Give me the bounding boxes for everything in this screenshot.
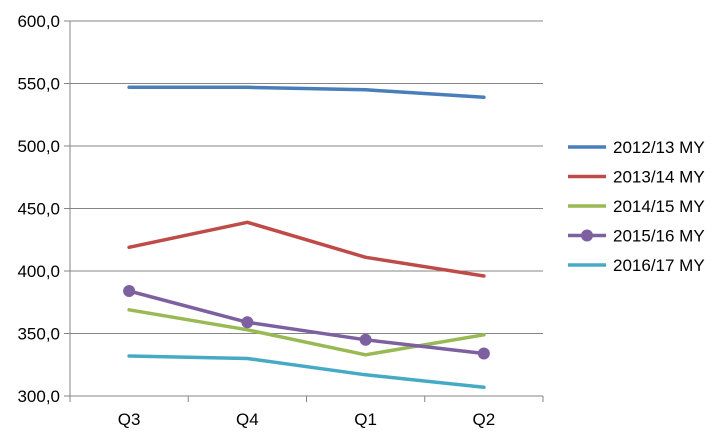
y-tick-label: 500,0	[17, 137, 60, 156]
series-lines	[123, 85, 490, 390]
y-tick-label: 450,0	[17, 200, 60, 219]
legend-item: 2016/17 MY	[568, 256, 705, 275]
data-point-marker	[241, 316, 254, 329]
x-tick-label: Q1	[354, 410, 377, 429]
x-tick-label: Q3	[118, 410, 141, 429]
data-point-marker	[123, 285, 136, 297]
legend-label: 2013/14 MY	[613, 168, 705, 187]
y-tick-label: 550,0	[17, 75, 60, 94]
x-tick-label: Q4	[236, 410, 259, 429]
legend: 2012/13 MY 2013/14 MY 2014/15 MY 2015/16 MY…	[568, 138, 705, 275]
legend-label: 2016/17 MY	[613, 256, 705, 275]
legend-item: 2012/13 MY	[568, 138, 705, 157]
x-axis-tick-labels: Q3 Q4 Q1 Q2	[118, 410, 495, 429]
series-line	[127, 220, 486, 278]
series-line	[127, 308, 486, 357]
y-axis-tick-labels: 300,0 350,0 400,0 450,0 500,0 550,0 600,0	[17, 12, 60, 406]
legend-item: 2015/16 MY	[568, 227, 705, 246]
legend-item: 2014/15 MY	[568, 197, 705, 216]
legend-label: 2012/13 MY	[613, 138, 705, 157]
axes	[64, 20, 544, 402]
legend-label: 2015/16 MY	[613, 227, 705, 246]
series-line	[127, 85, 486, 100]
y-tick-label: 350,0	[17, 325, 60, 344]
y-tick-label: 600,0	[17, 12, 60, 31]
gridlines	[70, 20, 543, 334]
series-line	[127, 354, 486, 390]
legend-marker	[581, 229, 593, 242]
data-point-marker	[477, 347, 490, 360]
legend-label: 2014/15 MY	[613, 197, 705, 216]
legend-item: 2013/14 MY	[568, 168, 705, 187]
y-tick-label: 400,0	[17, 262, 60, 281]
data-point-marker	[359, 333, 372, 346]
series-line	[127, 289, 486, 356]
y-tick-label: 300,0	[17, 387, 60, 406]
x-tick-label: Q2	[473, 410, 496, 429]
